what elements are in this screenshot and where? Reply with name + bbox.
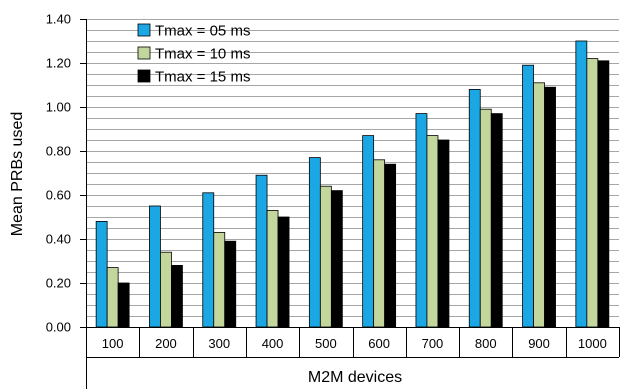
y-tick-label: 1.20 bbox=[46, 56, 71, 71]
x-tick-label: 300 bbox=[208, 336, 230, 351]
x-tick-label: 600 bbox=[368, 336, 390, 351]
bar bbox=[277, 216, 290, 328]
bar bbox=[597, 60, 610, 328]
bar bbox=[213, 231, 226, 328]
bar bbox=[544, 86, 556, 328]
axes: 0.00 0.20 0.40 0.60 0.80 1.00 1.20 1.40 100 200 30… bbox=[46, 12, 620, 389]
legend-swatch bbox=[137, 69, 151, 83]
x-tick-label: 100 bbox=[102, 336, 124, 351]
legend-label: Tmax = 15 ms bbox=[155, 69, 250, 86]
x-tick-label: 800 bbox=[475, 336, 497, 351]
bar bbox=[426, 135, 439, 328]
bar bbox=[202, 192, 215, 328]
bar bbox=[522, 64, 534, 328]
bar bbox=[149, 205, 161, 328]
bar bbox=[575, 40, 588, 328]
x-tick-label: 700 bbox=[422, 336, 444, 351]
bar bbox=[479, 108, 492, 328]
bar bbox=[490, 113, 503, 328]
y-tick-label: 1.00 bbox=[46, 100, 71, 115]
y-tick-label: 0.20 bbox=[46, 276, 71, 291]
x-axis-title: M2M devices bbox=[308, 369, 402, 386]
y-tick-label: 1.40 bbox=[46, 12, 71, 27]
bar bbox=[533, 82, 545, 328]
bar bbox=[106, 267, 119, 328]
y-tick-label: 0.60 bbox=[46, 188, 71, 203]
bar bbox=[171, 264, 183, 328]
legend-label: Tmax = 10 ms bbox=[155, 46, 250, 63]
bar bbox=[117, 282, 130, 328]
x-tick-label: 200 bbox=[155, 336, 177, 351]
bar bbox=[319, 185, 332, 328]
bar bbox=[160, 251, 172, 328]
bar bbox=[266, 209, 279, 328]
y-tick-label: 0.00 bbox=[46, 320, 71, 335]
y-tick-label: 0.40 bbox=[46, 232, 71, 247]
x-tick-label: 500 bbox=[315, 336, 337, 351]
legend-swatch bbox=[137, 23, 151, 37]
bar bbox=[586, 58, 599, 328]
legend-label: Tmax = 05 ms bbox=[155, 23, 250, 40]
bar bbox=[373, 159, 386, 328]
bar bbox=[437, 139, 450, 328]
legend: Tmax = 05 ms Tmax = 10 ms Tmax = 15 ms bbox=[137, 23, 250, 86]
legend-swatch bbox=[137, 46, 151, 60]
x-tick-label: 1000 bbox=[578, 336, 607, 351]
bar bbox=[224, 240, 237, 328]
x-tick-label: 900 bbox=[528, 336, 550, 351]
bar bbox=[384, 163, 397, 328]
y-axis-title: Mean PRBs used bbox=[9, 112, 26, 237]
bar bbox=[308, 157, 321, 328]
bar bbox=[330, 190, 343, 328]
bar bbox=[255, 174, 268, 328]
bar bbox=[415, 113, 428, 328]
bar bbox=[362, 135, 375, 328]
x-tick-label: 400 bbox=[262, 336, 284, 351]
bar bbox=[468, 89, 481, 328]
y-tick-label: 0.80 bbox=[46, 144, 71, 159]
bar bbox=[95, 220, 108, 328]
